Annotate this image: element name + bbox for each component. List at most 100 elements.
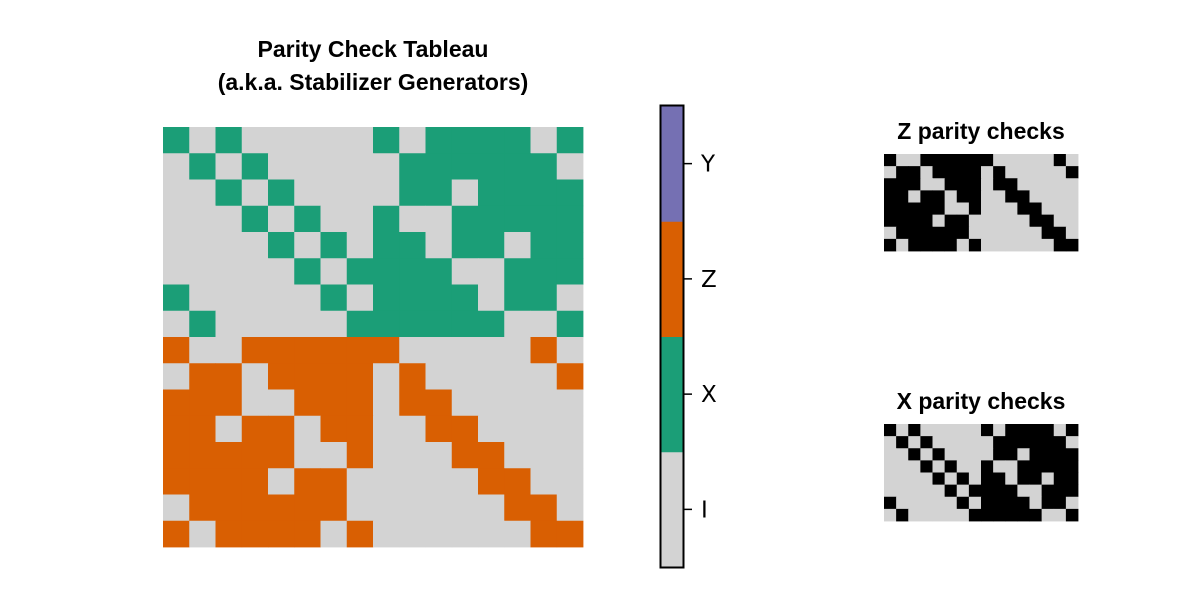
z-parity-cell-r1-c1 [896, 166, 909, 179]
tableau-cell-r4-c1 [189, 232, 216, 259]
z-parity-cell-r2-c9 [993, 178, 1006, 191]
x-parity-cell-r7-c5 [944, 508, 958, 522]
z-parity-cell-r6-c2 [908, 226, 921, 240]
tableau-cell-r12-c0 [163, 442, 190, 469]
tableau-cell-r8-c12 [478, 337, 505, 364]
tableau-cell-r0-c14 [530, 127, 558, 154]
tableau-cell-r14-c6 [320, 494, 348, 522]
z-parity-cell-r5-c7 [968, 214, 982, 228]
tableau-cell-r9-c6 [320, 363, 348, 390]
tableau-cell-r1-c13 [504, 153, 531, 180]
tableau-cell-r14-c0 [163, 494, 190, 522]
x-parity-cell-r7-c13 [1041, 508, 1055, 522]
z-parity-cell-r0-c11 [1017, 154, 1030, 167]
tableau-cell-r5-c3 [241, 258, 269, 285]
tableau-cell-r14-c14 [530, 494, 558, 522]
tableau-cell-r12-c11 [451, 442, 479, 469]
x-parity-checks-panel: X parity checks [884, 388, 1079, 522]
tableau-cell-r4-c11 [451, 232, 479, 259]
z-parity-cell-r7-c12 [1029, 238, 1043, 252]
tableau-heatmap [163, 127, 584, 548]
z-parity-cell-r4-c10 [1005, 202, 1018, 216]
tableau-cell-r3-c8 [373, 205, 400, 233]
x-parity-cell-r4-c3 [920, 472, 933, 486]
tableau-cell-r15-c2 [215, 520, 243, 548]
z-parity-cell-r1-c14 [1053, 166, 1067, 179]
x-parity-cell-r6-c7 [968, 496, 982, 510]
tableau-cell-r3-c15 [556, 205, 584, 233]
x-parity-cell-r3-c14 [1053, 460, 1067, 473]
z-parity-cell-r2-c12 [1029, 178, 1043, 191]
z-parity-cell-r5-c3 [920, 214, 933, 228]
x-parity-cell-r4-c14 [1053, 472, 1067, 486]
tableau-cell-r9-c0 [163, 363, 190, 390]
x-parity-cell-r3-c3 [920, 460, 933, 473]
x-parity-cell-r0-c1 [896, 424, 909, 437]
tableau-cell-r2-c13 [504, 179, 531, 207]
tableau-cell-r11-c0 [163, 415, 190, 443]
tableau-cell-r13-c15 [556, 468, 584, 495]
x-parity-cell-r2-c14 [1053, 448, 1067, 461]
x-parity-cell-r7-c6 [956, 508, 970, 522]
tableau-cell-r8-c1 [189, 337, 216, 364]
z-parity-cell-r2-c15 [1065, 178, 1079, 191]
z-parity-checks-panel: Z parity checks [884, 118, 1079, 252]
x-parity-cell-r3-c4 [932, 460, 946, 473]
tableau-cell-r4-c6 [320, 232, 348, 259]
tableau-cell-r11-c3 [241, 415, 269, 443]
z-parity-cell-r5-c1 [896, 214, 909, 228]
tableau-cell-r3-c3 [241, 205, 269, 233]
tableau-cell-r11-c8 [373, 415, 400, 443]
x-parity-cell-r3-c0 [884, 460, 897, 473]
tableau-cell-r1-c14 [530, 153, 558, 180]
tableau-cell-r13-c0 [163, 468, 190, 495]
z-parity-cell-r6-c8 [981, 226, 994, 240]
tableau-cell-r5-c9 [399, 258, 426, 285]
x-parity-cell-r1-c8 [981, 436, 994, 449]
tableau-cell-r10-c7 [346, 389, 374, 417]
tableau-cell-r2-c14 [530, 179, 558, 207]
z-parity-cell-r3-c15 [1065, 190, 1079, 203]
x-parity-cell-r0-c14 [1053, 424, 1067, 437]
z-parity-cell-r4-c8 [981, 202, 994, 216]
tableau-cell-r11-c15 [556, 415, 584, 443]
tableau-cell-r8-c11 [451, 337, 479, 364]
tableau-cell-r2-c2 [215, 179, 243, 207]
tableau-cell-r5-c13 [504, 258, 531, 285]
tableau-cell-r0-c2 [215, 127, 243, 154]
tableau-cell-r5-c2 [215, 258, 243, 285]
tableau-cell-r10-c8 [373, 389, 400, 417]
tableau-cell-r0-c11 [451, 127, 479, 154]
z-parity-cell-r2-c6 [956, 178, 970, 191]
tableau-cell-r1-c1 [189, 153, 216, 180]
tableau-cell-r11-c4 [268, 415, 295, 443]
tableau-cell-r12-c3 [241, 442, 269, 469]
tableau-cell-r8-c0 [163, 337, 190, 364]
x-parity-cell-r5-c9 [993, 484, 1006, 498]
x-parity-cell-r0-c4 [932, 424, 946, 437]
tableau-cell-r2-c4 [268, 179, 295, 207]
tableau-cell-r7-c6 [320, 310, 348, 338]
tableau-cell-r15-c15 [556, 520, 584, 548]
x-parity-cell-r2-c3 [920, 448, 933, 461]
tableau-cell-r3-c4 [268, 205, 295, 233]
x-parity-cell-r5-c13 [1041, 484, 1055, 498]
tableau-cell-r7-c8 [373, 310, 400, 338]
x-parity-cell-r4-c13 [1041, 472, 1055, 486]
x-parity-cell-r5-c7 [968, 484, 982, 498]
x-parity-cell-r3-c12 [1029, 460, 1043, 473]
tableau-cell-r13-c3 [241, 468, 269, 495]
tableau-cell-r4-c0 [163, 232, 190, 259]
z-parity-cell-r6-c1 [896, 226, 909, 240]
z-parity-cell-r5-c4 [932, 214, 946, 228]
tableau-cell-r6-c5 [294, 284, 321, 312]
colorbar-band-y [661, 106, 683, 222]
x-parity-cell-r0-c10 [1005, 424, 1018, 437]
z-parity-cell-r3-c3 [920, 190, 933, 203]
z-parity-cell-r7-c15 [1065, 238, 1079, 252]
tableau-cell-r2-c9 [399, 179, 426, 207]
z-parity-cell-r0-c9 [993, 154, 1006, 167]
tableau-cell-r7-c3 [241, 310, 269, 338]
z-parity-cell-r2-c8 [981, 178, 994, 191]
x-parity-cell-r6-c10 [1005, 496, 1018, 510]
